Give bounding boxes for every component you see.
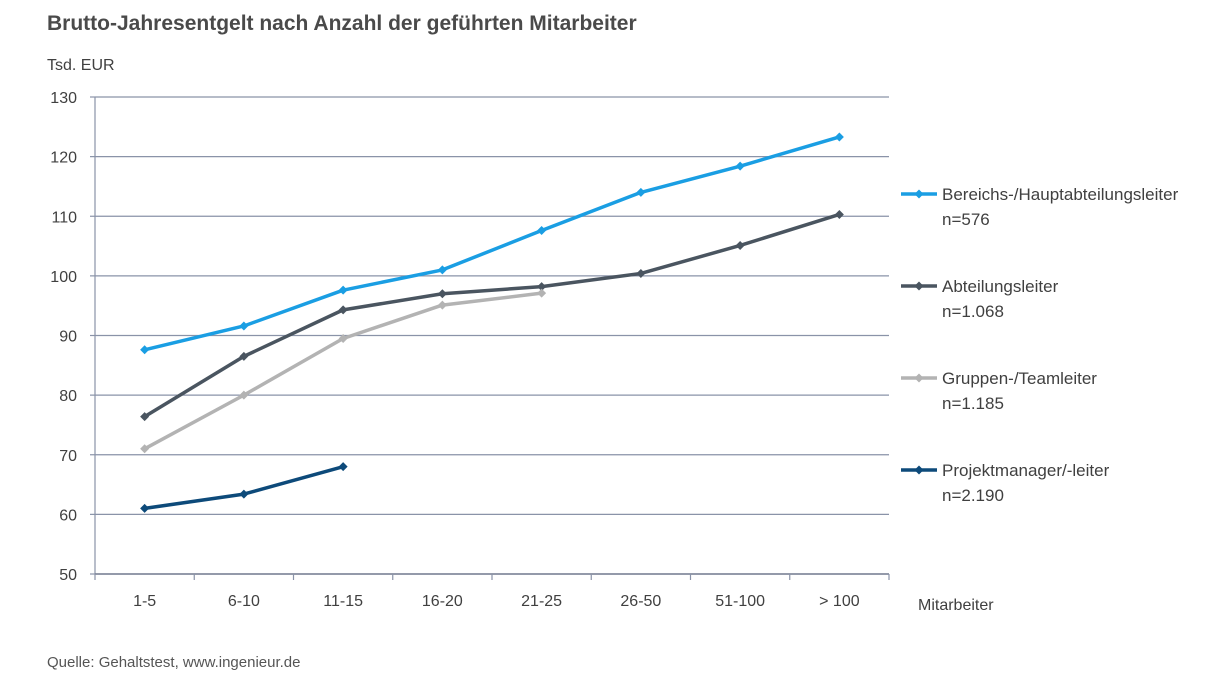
y-tick-label: 70 (59, 448, 77, 465)
data-point (338, 285, 348, 295)
x-tick-label: 21-25 (521, 593, 562, 610)
x-tick-label: 6-10 (228, 593, 260, 610)
series-line (144, 135, 840, 352)
legend-count: n=576 (942, 210, 990, 229)
x-tick-label: 16-20 (422, 593, 463, 610)
series-line (144, 464, 344, 511)
y-tick-label: 50 (59, 567, 77, 584)
chart-title: Brutto-Jahresentgelt nach Anzahl der gef… (47, 12, 637, 35)
data-point (140, 503, 150, 513)
legend-swatch-marker (914, 373, 924, 383)
data-point (437, 265, 447, 275)
data-point (437, 289, 447, 299)
x-tick-label: > 100 (819, 593, 860, 610)
legend-swatch-marker (914, 189, 924, 199)
x-tick-label: 51-100 (715, 593, 765, 610)
data-point (437, 300, 447, 310)
x-tick-label: 1-5 (133, 593, 156, 610)
y-axis-label: Tsd. EUR (47, 57, 115, 74)
y-tick-label: 80 (59, 388, 77, 405)
y-tick-label: 100 (50, 269, 77, 286)
data-point (239, 351, 249, 361)
legend-label: Projektmanager/-leiter (942, 461, 1110, 480)
legend-count: n=2.190 (942, 486, 1004, 505)
data-point (338, 462, 348, 472)
legend-label: Abteilungsleiter (942, 277, 1059, 296)
data-point (735, 240, 745, 250)
data-point (140, 444, 150, 454)
legend-label: Bereichs-/Hauptabteilungsleiter (942, 185, 1179, 204)
legend-count: n=1.185 (942, 394, 1004, 413)
legend-count: n=1.068 (942, 302, 1004, 321)
data-point (338, 305, 348, 315)
y-tick-label: 90 (59, 329, 77, 346)
data-point (735, 161, 745, 171)
data-point (537, 288, 547, 298)
data-point (140, 345, 150, 355)
data-point (239, 321, 249, 331)
y-tick-label: 60 (59, 507, 77, 524)
y-tick-label: 120 (50, 150, 77, 167)
data-point (636, 187, 646, 197)
data-point (834, 209, 844, 219)
x-tick-label: 26-50 (620, 593, 661, 610)
legend-label: Gruppen-/Teamleiter (942, 369, 1097, 388)
source-note: Quelle: Gehaltstest, www.ingenieur.de (47, 654, 301, 671)
y-tick-label: 110 (51, 209, 77, 226)
data-point (239, 390, 249, 400)
y-tick-label: 130 (50, 90, 77, 107)
data-point (537, 282, 547, 292)
data-point (239, 489, 249, 499)
data-point (834, 132, 844, 142)
x-tick-label: 11-15 (323, 593, 363, 610)
legend-swatch-marker (914, 465, 924, 475)
x-axis-label: Mitarbeiter (918, 597, 994, 614)
series-line (143, 291, 542, 451)
data-point (537, 226, 547, 236)
legend-swatch-marker (914, 281, 924, 291)
data-point (140, 412, 150, 422)
data-point (338, 333, 348, 343)
data-point (636, 268, 646, 278)
series-line (143, 212, 840, 419)
